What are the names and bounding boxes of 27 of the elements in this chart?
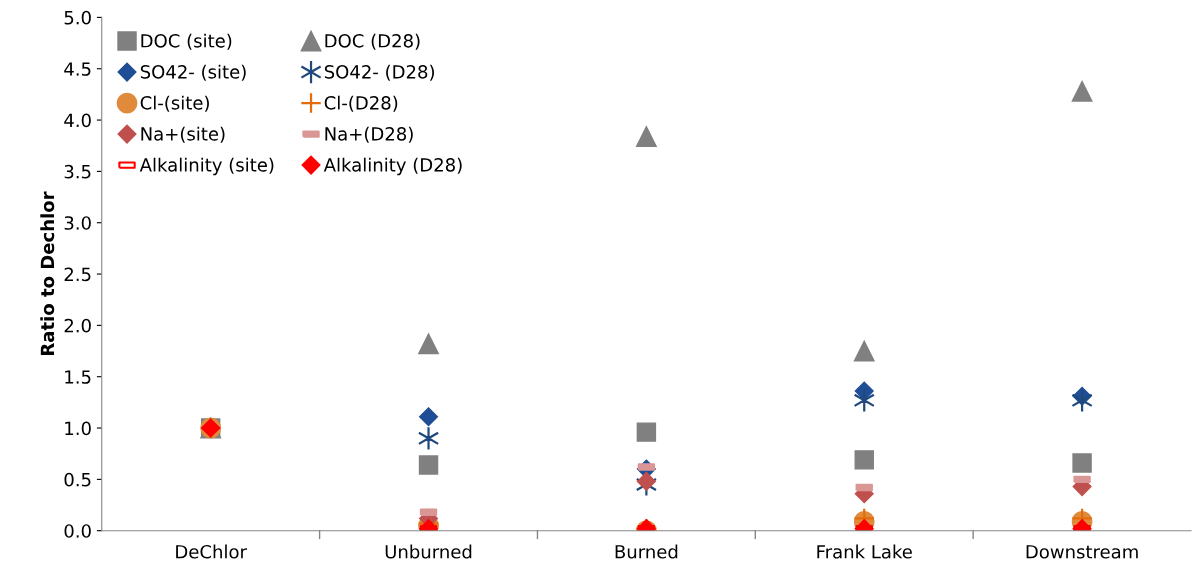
y-axis-title: Ratio to Dechlor (40, 191, 55, 355)
legend-label: SO42- (D28) (324, 64, 434, 81)
legend-label: SO42- (site) (140, 64, 246, 81)
x-tick-label: Downstream (1026, 545, 1138, 559)
y-tick-label: 4.0 (64, 113, 91, 128)
y-tick-label: 0.0 (64, 524, 91, 538)
legend-label: Alkalinity (D28) (323, 157, 462, 176)
x-tick-label: Burned (615, 544, 678, 559)
x-tick-label: DeChlor (176, 544, 247, 559)
y-tick-label: 3.0 (64, 216, 91, 230)
y-tick-label: 3.5 (64, 164, 91, 179)
y-tick-label: 4.5 (64, 62, 91, 76)
legend-label: DOC (site) (141, 33, 232, 50)
x-tick-label: Frank Lake (817, 544, 912, 559)
x-tick-label: Unburned (385, 544, 472, 559)
legend-label: DOC (D28) (325, 33, 420, 50)
legend-label: Alkalinity (site) (139, 157, 274, 176)
y-tick-label: 5.0 (64, 10, 91, 25)
legend-label: Na+(D28) (325, 126, 413, 143)
y-tick-label: 1.0 (65, 421, 91, 436)
y-tick-label: 1.5 (65, 370, 91, 384)
y-tick-label: 0.5 (64, 472, 91, 487)
y-tick-label: 2.0 (64, 318, 91, 333)
y-tick-label: 2.5 (64, 267, 91, 282)
legend-label: Cl-(D28) (324, 95, 398, 112)
legend-label: Na+(site) (141, 126, 225, 143)
legend-label: Cl-(site) (140, 95, 209, 112)
